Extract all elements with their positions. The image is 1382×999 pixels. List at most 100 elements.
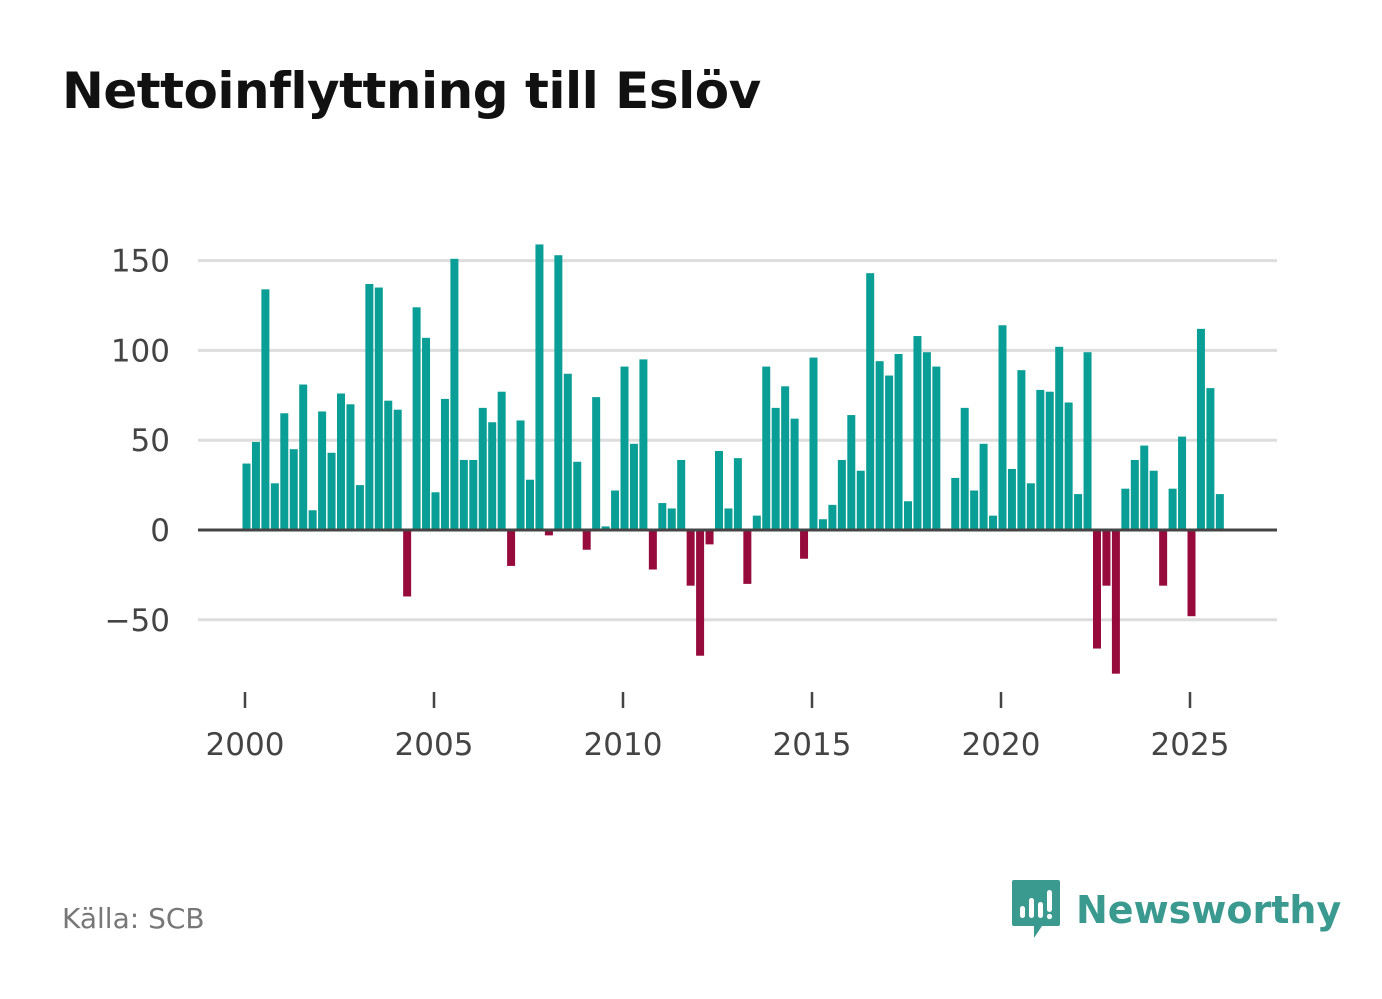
bar [1149, 470, 1158, 530]
bar [715, 450, 723, 530]
bar [724, 508, 733, 530]
y-tick-label: 150 [111, 244, 170, 280]
bar [384, 400, 393, 530]
bar [866, 273, 875, 530]
bar [1215, 494, 1224, 530]
x-tick-label: 2010 [584, 727, 663, 763]
bar [705, 530, 714, 545]
bar [422, 337, 431, 530]
bar [365, 283, 374, 530]
bar [544, 530, 553, 536]
bar [242, 463, 251, 530]
y-tick-label: −50 [105, 603, 170, 639]
bar [1055, 346, 1064, 530]
bar [809, 357, 818, 530]
x-tick-label: 2020 [962, 727, 1041, 763]
bar [289, 449, 298, 530]
bar [507, 530, 516, 566]
bar [762, 366, 771, 530]
bar [885, 375, 894, 530]
bar [601, 526, 610, 530]
bar [563, 373, 572, 530]
bar [1187, 530, 1196, 617]
bar [1017, 370, 1026, 530]
bar [960, 407, 969, 530]
bar [658, 503, 667, 530]
x-tick-label: 2025 [1151, 727, 1230, 763]
bar [998, 325, 1007, 530]
bar [970, 490, 979, 530]
bar [818, 519, 827, 530]
bar [696, 530, 705, 656]
bar [1074, 494, 1083, 530]
bar [667, 508, 676, 530]
bar [686, 530, 695, 586]
bar [611, 490, 620, 530]
bar [989, 515, 998, 530]
bar [1111, 530, 1120, 674]
bar [1045, 391, 1054, 530]
bar [1093, 530, 1101, 649]
bar [469, 459, 478, 530]
bar [1206, 388, 1215, 530]
bars [242, 244, 1224, 674]
bar [828, 504, 837, 530]
bar [837, 459, 846, 530]
x-tick-label: 2005 [395, 727, 474, 763]
bar [1121, 488, 1130, 530]
bar [554, 255, 563, 530]
bar [781, 386, 790, 530]
axes: 150 100 50 0 −50 2000 2005 2010 2015 2020 2025 [105, 244, 1277, 763]
brand-name: Newsworthy [1076, 888, 1342, 932]
bar [478, 407, 487, 530]
bar [639, 359, 648, 530]
bar [1178, 436, 1187, 530]
bar [1064, 402, 1073, 530]
bar [1196, 328, 1205, 530]
bar [1159, 530, 1168, 586]
bar [440, 398, 449, 530]
source-label: Källa: SCB [62, 902, 205, 935]
bar [488, 422, 497, 530]
bar [535, 244, 544, 530]
bar [412, 307, 421, 530]
bar [894, 353, 903, 530]
bar [932, 366, 941, 530]
bar [620, 366, 629, 530]
bar [1026, 483, 1035, 530]
bar [318, 411, 327, 530]
bar [752, 515, 761, 530]
bar [308, 510, 317, 530]
y-tick-label: 0 [150, 513, 170, 549]
bar [497, 391, 506, 530]
bar [1036, 389, 1045, 530]
bar [648, 530, 657, 570]
bar [856, 470, 865, 530]
x-tick-label: 2000 [206, 727, 285, 763]
bar [526, 479, 534, 530]
bar [374, 287, 383, 530]
bar [346, 404, 355, 530]
bar [337, 393, 345, 530]
bar [280, 413, 289, 530]
bar [450, 258, 459, 530]
bar [1168, 488, 1177, 530]
bar [771, 407, 780, 530]
bar [431, 492, 440, 530]
bar [327, 452, 336, 530]
bar [1140, 445, 1149, 530]
bar [299, 384, 308, 530]
newsworthy-logo-icon [1012, 880, 1060, 938]
bar [743, 530, 752, 584]
bar [270, 483, 279, 530]
bar [251, 441, 260, 530]
bar [355, 485, 364, 530]
bar [913, 336, 922, 530]
y-tick-label: 100 [111, 333, 170, 369]
bar [403, 530, 412, 597]
bar [790, 418, 799, 530]
bar [951, 477, 960, 530]
bar [677, 459, 686, 530]
bar [459, 459, 468, 530]
brand-logo[interactable]: Newsworthy [1010, 878, 1341, 942]
